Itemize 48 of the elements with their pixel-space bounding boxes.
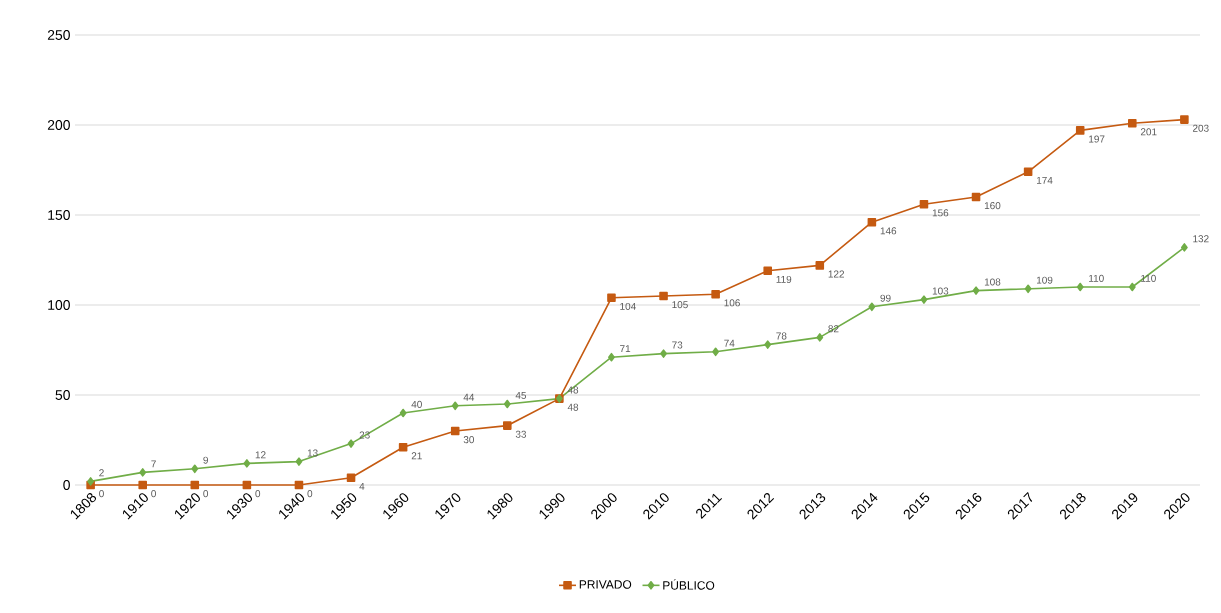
- data-label: 109: [1037, 276, 1053, 284]
- data-label: 99: [880, 294, 891, 302]
- data-label: 197: [1089, 135, 1105, 143]
- data-label: 0: [203, 490, 209, 498]
- data-label: 160: [984, 202, 1001, 210]
- y-tick-label: 50: [55, 390, 70, 400]
- y-tick-label: 0: [63, 480, 70, 490]
- data-label: 106: [724, 299, 740, 307]
- data-label: 48: [567, 403, 579, 411]
- data-label: 174: [1037, 176, 1053, 184]
- data-label: 30: [463, 436, 475, 444]
- data-label: 108: [984, 278, 1001, 286]
- data-label: 122: [828, 270, 845, 278]
- data-label: 44: [463, 393, 475, 401]
- y-tick-label: 250: [47, 30, 70, 40]
- data-label: 105: [672, 301, 688, 309]
- data-label: 119: [776, 275, 792, 283]
- data-label: 21: [411, 452, 422, 460]
- data-label: 156: [932, 209, 949, 217]
- y-tick-label: 200: [47, 120, 70, 130]
- data-label: 7: [151, 460, 156, 468]
- data-label: 33: [515, 430, 527, 438]
- data-label: 201: [1140, 128, 1157, 136]
- data-label: 0: [307, 490, 313, 498]
- data-label: 74: [724, 339, 735, 347]
- data-label: 45: [515, 391, 527, 399]
- data-label: 0: [255, 490, 261, 498]
- y-tick-label: 150: [48, 210, 70, 220]
- data-label: 146: [880, 227, 897, 235]
- data-label: 104: [620, 302, 636, 310]
- data-label: 103: [932, 287, 949, 295]
- y-tick-label: 100: [48, 300, 70, 310]
- data-label: 132: [1193, 235, 1209, 243]
- data-label: 78: [776, 332, 787, 340]
- legend-label: PÚBLICO: [663, 579, 715, 590]
- data-label: 0: [99, 490, 104, 498]
- data-label: 110: [1089, 274, 1104, 282]
- data-label: 203: [1192, 124, 1209, 132]
- data-label: 9: [203, 456, 208, 464]
- data-label: 4: [359, 482, 365, 490]
- data-label: 12: [255, 451, 266, 459]
- legend-label: PRIVADO: [579, 580, 632, 589]
- data-label: 71: [620, 345, 631, 353]
- data-label: 73: [672, 341, 683, 349]
- data-label: 0: [151, 490, 156, 498]
- data-label: 13: [307, 449, 318, 457]
- data-label: 2: [99, 469, 104, 477]
- data-label: 40: [411, 400, 422, 408]
